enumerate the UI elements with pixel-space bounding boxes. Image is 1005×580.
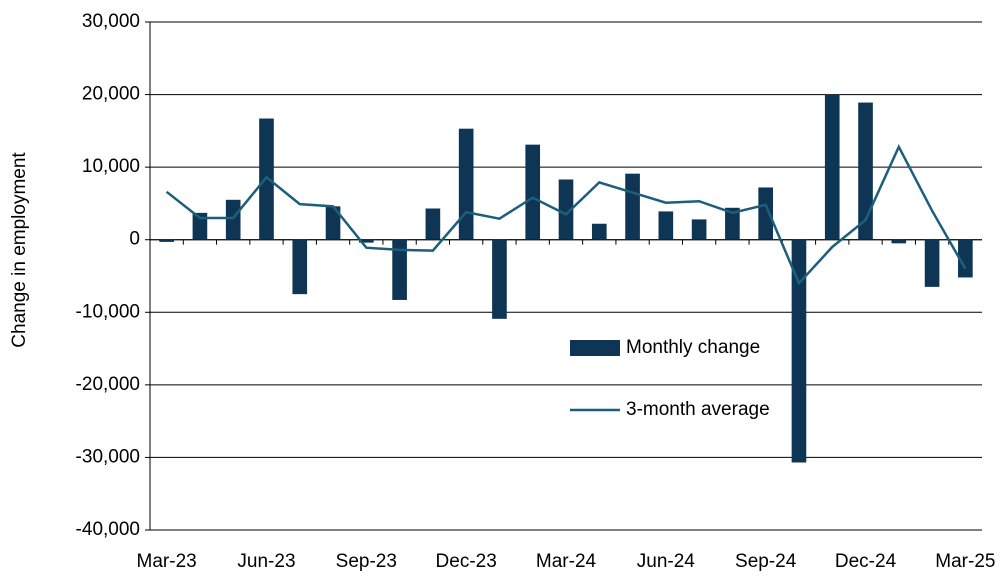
x-tick-label: Mar-24 [536, 551, 597, 572]
bar [425, 208, 441, 240]
y-axis-label: Change in employment [9, 152, 30, 348]
bar [591, 223, 607, 240]
legend-swatch [570, 340, 620, 356]
bar [525, 144, 541, 240]
x-tick-label: Sep-24 [735, 551, 797, 572]
bar [358, 239, 374, 243]
legend-label: 3-month average [626, 399, 770, 420]
x-tick-label: Mar-25 [935, 551, 995, 572]
bar [292, 239, 308, 295]
line [165, 143, 967, 286]
y-tick-label: -10,000 [76, 301, 140, 322]
bar [392, 239, 407, 300]
x-tick-label: Sep-23 [336, 551, 397, 572]
y-tick-label: 0 [129, 229, 140, 250]
bar [758, 187, 774, 240]
y-tick-label: 10,000 [82, 156, 140, 177]
bar [891, 239, 907, 244]
x-tick-label: Mar-23 [137, 551, 197, 572]
x-tick-label: Dec-23 [436, 551, 497, 572]
bar [958, 239, 973, 278]
x-tick-label: Jun-24 [637, 551, 696, 572]
bar [625, 173, 640, 240]
bar [325, 206, 341, 240]
y-tick-label: -20,000 [76, 374, 140, 395]
bar [858, 102, 873, 240]
bar [492, 239, 507, 319]
y-tick-label: 30,000 [82, 11, 140, 32]
bar [192, 212, 208, 240]
bar [725, 207, 740, 240]
bar [658, 211, 674, 240]
y-tick-label: -40,000 [76, 519, 140, 540]
bar [791, 239, 807, 463]
legend-label: Monthly change [626, 337, 760, 358]
bar [924, 239, 940, 287]
bar [458, 128, 474, 240]
bar [159, 239, 174, 242]
bar [824, 94, 840, 240]
y-tick-label: -30,000 [76, 446, 140, 467]
bar [558, 179, 574, 240]
y-tick-label: 20,000 [82, 84, 140, 105]
bar [691, 219, 707, 240]
x-tick-label: Jun-23 [237, 551, 295, 572]
x-tick-label: Dec-24 [835, 551, 897, 572]
bar [225, 199, 241, 240]
